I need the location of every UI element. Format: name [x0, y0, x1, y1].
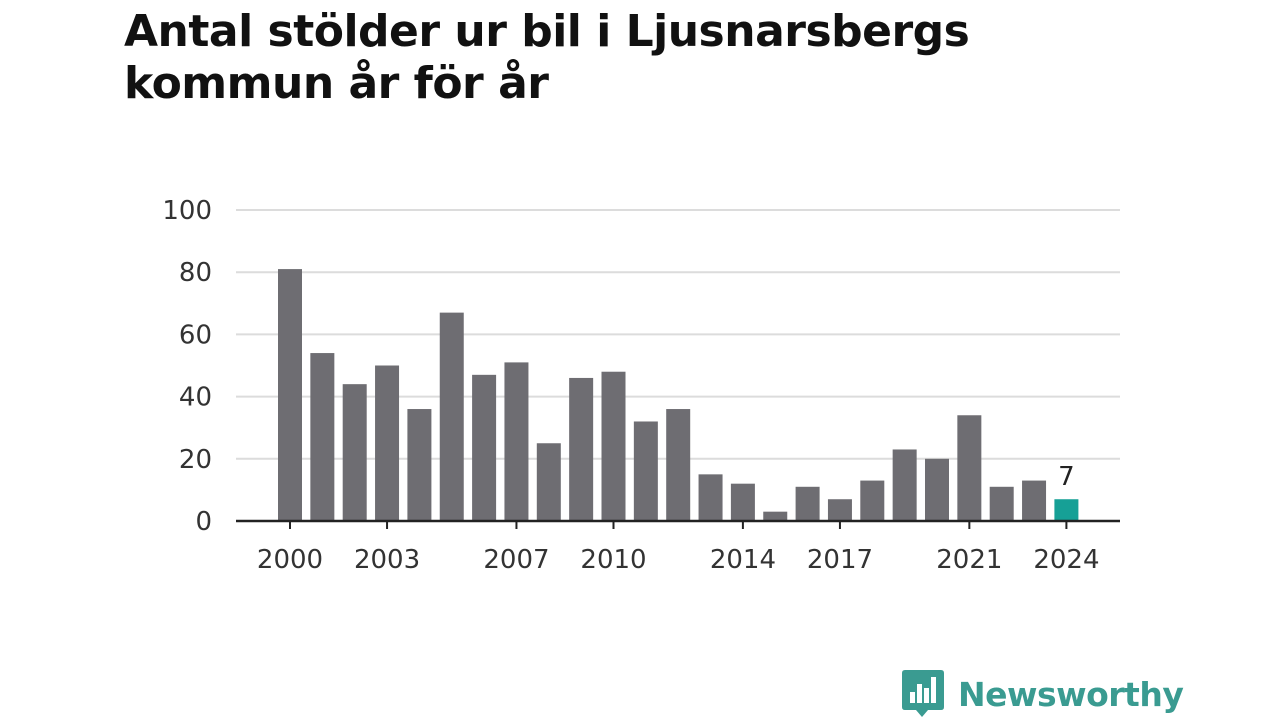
newsworthy-chart-bubble-icon [902, 670, 944, 717]
x-tick-label-2000: 2000 [257, 545, 323, 575]
bars [278, 269, 1079, 521]
data-label-2024: 7 [1058, 462, 1075, 492]
bar-2014 [730, 483, 755, 521]
bar-2008 [536, 443, 561, 521]
newsworthy-logo: Newsworthy [902, 670, 1184, 718]
x-tick-label-2024: 2024 [1033, 545, 1099, 575]
chart-title: Antal stölder ur bil i Ljusnarsbergs kom… [124, 6, 970, 109]
x-tick-label-2017: 2017 [807, 545, 873, 575]
bar-2005 [439, 312, 464, 521]
bar-2004 [407, 409, 432, 521]
bar-chart: 0 20 40 60 80 100 2000 2003 2007 2010 2014 2017 202… [162, 196, 1120, 575]
bar-2021 [957, 415, 982, 521]
y-tick-label-40: 40 [179, 383, 212, 413]
y-tick-label-60: 60 [179, 320, 212, 350]
bar-2003 [375, 365, 400, 521]
y-tick-label-0: 0 [195, 507, 212, 537]
bar-2013 [698, 474, 723, 521]
y-tick-label-20: 20 [179, 445, 212, 475]
bar-2019 [892, 449, 917, 521]
x-tick-label-2007: 2007 [483, 545, 549, 575]
x-tick-label-2010: 2010 [580, 545, 646, 575]
bar-2001 [310, 353, 335, 521]
brand-name: Newsworthy [958, 674, 1184, 714]
data-labels: 7 [1058, 462, 1075, 492]
bar-2007 [504, 362, 529, 521]
x-tick-label-2021: 2021 [936, 545, 1002, 575]
bar-2016 [795, 486, 820, 521]
y-tick-label-80: 80 [179, 258, 212, 288]
bar-2022 [989, 486, 1014, 521]
bar-2012 [666, 409, 691, 521]
x-tick-label-2014: 2014 [710, 545, 776, 575]
bar-2023 [1022, 480, 1047, 521]
bar-2015 [763, 511, 788, 521]
y-tick-label-100: 100 [162, 196, 212, 226]
x-tick-label-2003: 2003 [354, 545, 420, 575]
bar-2006 [472, 374, 497, 521]
bar-2002 [342, 384, 367, 521]
y-axis-ticks: 0 20 40 60 80 100 [162, 196, 212, 537]
bar-2018 [860, 480, 885, 521]
bar-2010 [601, 371, 626, 521]
bar-2009 [569, 377, 594, 521]
bar-2017 [827, 499, 852, 521]
bar-2000 [278, 269, 302, 521]
bar-2024 [1054, 499, 1079, 521]
x-axis-ticks: 2000 2003 2007 2010 2014 2017 2021 2024 [257, 521, 1099, 575]
bar-2020 [925, 458, 949, 521]
bar-2011 [633, 421, 658, 521]
